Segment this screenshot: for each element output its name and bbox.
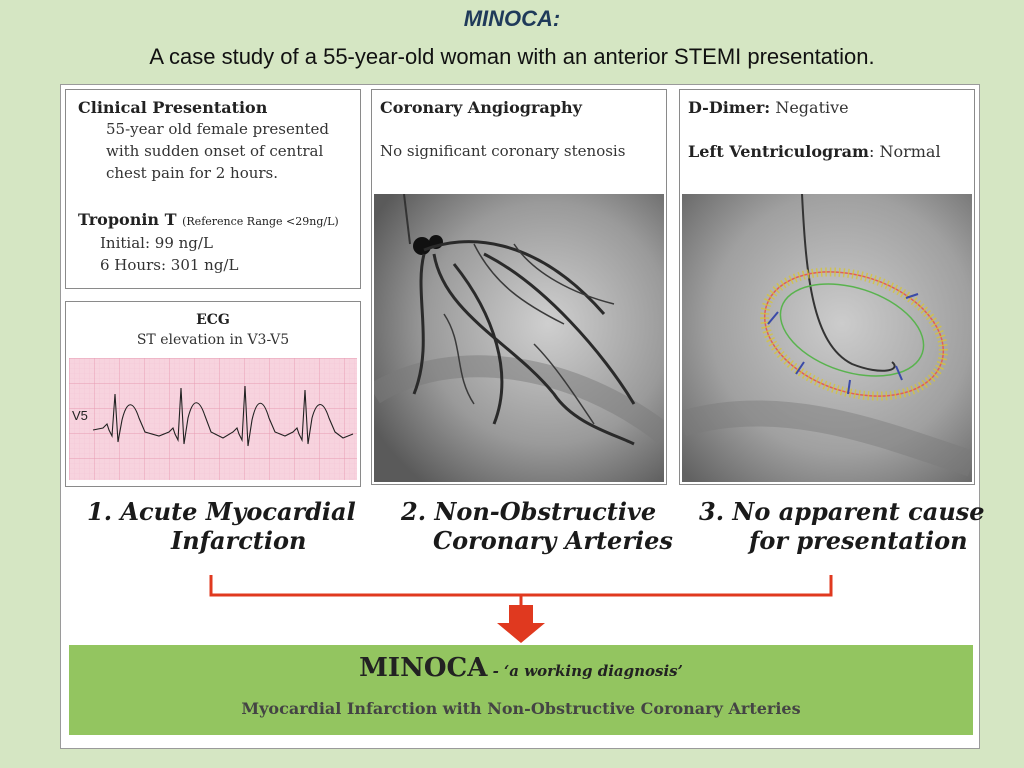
clinical-line-2: with sudden onset of central [106,142,324,160]
case-figure: Clinical Presentation 55-year old female… [60,84,985,749]
slide-title: MINOCA: [463,6,561,31]
troponin-6-hours: 6 Hours: 301 ng/L [100,256,239,274]
troponin-heading: Troponin T [78,210,177,229]
slide-subtitle: A case study of a 55-year-old woman with… [149,44,875,69]
angiography-finding: No significant coronary stenosis [380,142,626,160]
clinical-presentation-panel: Clinical Presentation 55-year old female… [65,89,361,289]
troponin-initial: Initial: 99 ng/L [100,234,213,252]
criterion-2: 2. Non-Obstructive Coronary Arteries [401,497,673,555]
ddimer-label: D-Dimer: [688,98,771,117]
diagnosis-band: MINOCA - ‘a working diagnosis’ Myocardia… [69,645,973,735]
criterion-2-line-2: Coronary Arteries [433,526,673,555]
troponin-reference: (Reference Range <29ng/L) [182,215,339,228]
ecg-lead-label: V5 [72,408,88,423]
diagnosis-heading: MINOCA - ‘a working diagnosis’ [69,653,973,683]
ventriculogram-label: Left Ventriculogram [688,142,869,161]
ecg-heading: ECG [196,312,230,328]
criterion-1-line-2: Infarction [171,526,307,555]
criterion-1-line-1: 1. Acute Myocardial [87,497,356,526]
angiography-panel: Coronary Angiography No significant coro… [371,89,667,485]
diagnosis-expansion: Myocardial Infarction with Non-Obstructi… [241,699,801,718]
diagnosis-tagline: - ‘a working diagnosis’ [487,662,683,680]
converging-arrow [209,575,833,643]
dimer-ventriculogram-panel: D-Dimer: Negative Left Ventriculogram: N… [679,89,975,485]
diagnosis-name: MINOCA [359,653,488,683]
ddimer-row: D-Dimer: Negative [688,98,849,117]
troponin-heading-row: Troponin T (Reference Range <29ng/L) [78,210,339,229]
criterion-3-line-1: 3. No apparent cause [699,497,985,526]
down-arrow-icon [497,605,545,643]
clinical-line-3: chest pain for 2 hours. [106,164,279,182]
criterion-3-line-2: for presentation [749,526,968,555]
ventriculogram-value: : Normal [868,142,941,161]
ecg-panel: ECG ST elevation in V3-V5 V5 [65,301,361,487]
angiogram-image [374,194,664,482]
ventriculogram-image [682,194,972,482]
ddimer-value: Negative [775,98,849,117]
criterion-1: 1. Acute Myocardial Infarction [87,497,356,555]
clinical-heading: Clinical Presentation [78,98,268,117]
criterion-3: 3. No apparent cause for presentation [699,497,985,555]
criterion-2-line-1: 2. Non-Obstructive [401,497,657,526]
ventriculogram-row: Left Ventriculogram: Normal [688,142,941,161]
clinical-line-1: 55-year old female presented [106,120,330,138]
ecg-subheading: ST elevation in V3-V5 [136,332,290,348]
ecg-strip-image: V5 [69,358,357,480]
angiography-heading: Coronary Angiography [380,98,582,117]
